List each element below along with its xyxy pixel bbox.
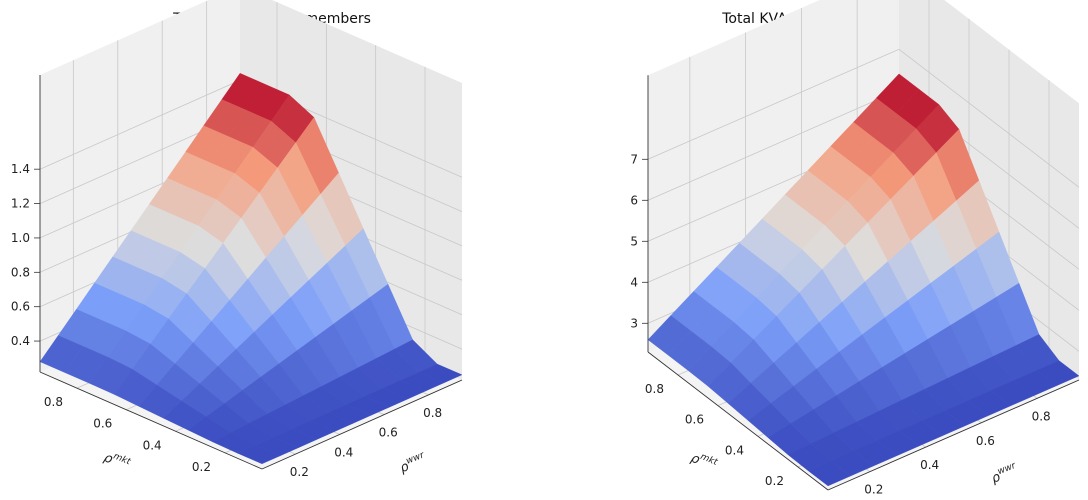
x-axis-label: ρwwr — [397, 450, 429, 476]
z-tick-label: 1.4 — [11, 162, 30, 176]
x-axis-label: ρwwr — [989, 460, 1021, 486]
axes — [39, 75, 463, 470]
y-tick-label: 0.2 — [192, 460, 211, 474]
x-tick-label: 0.2 — [290, 465, 309, 479]
surface-plot-ccva: 0.4 0.6 0.8 1.0 1.2 1.4 0.2 0.4 0.6 0.8 0.8 0.6 0.4 0… — [11, 0, 463, 479]
x-tick-label: 0.2 — [864, 483, 883, 497]
tick-labels: 0.4 0.6 0.8 1.0 1.2 1.4 0.2 0.4 0.6 0.8 0.8 0.6 0.4 0… — [11, 162, 442, 479]
axis-y-line — [39, 371, 263, 470]
grid-z — [647, 48, 1080, 188]
y-tick-label: 0.8 — [645, 382, 664, 396]
surface-face — [236, 444, 281, 465]
surface-face — [807, 460, 852, 487]
y-tick-label: 0.4 — [725, 443, 744, 457]
x-tick-label: 0.6 — [976, 434, 995, 448]
z-tick-label: 5 — [630, 234, 638, 248]
pane-right — [899, 0, 1079, 380]
z-tick-label: 3 — [630, 316, 638, 330]
z-tick-label: 4 — [630, 275, 638, 289]
z-tick-label: 1.0 — [11, 231, 30, 245]
z-tick-label: 0.4 — [11, 334, 30, 348]
x-tick-label: 0.6 — [379, 426, 398, 440]
y-tick-label: 0.6 — [685, 413, 704, 427]
y-axis-label: ρmkt — [689, 449, 720, 475]
y-axis-label: ρmkt — [102, 448, 133, 474]
x-tick-label: 0.8 — [1032, 409, 1051, 423]
x-tick-label: 0.8 — [423, 406, 442, 420]
axis-y-line — [647, 351, 829, 491]
x-tick-label: 0.4 — [334, 445, 353, 459]
y-tick-label: 0.2 — [765, 474, 784, 488]
z-tick-label: 6 — [630, 193, 638, 207]
z-tick-label: 0.8 — [11, 265, 30, 279]
surface-plot-kva: 3 4 5 6 7 0.2 0.4 0.6 0.8 0.8 0.6 0.4 0.2 ρwwr ρmkt — [630, 0, 1080, 497]
surface — [647, 73, 1080, 487]
z-tick-label: 0.6 — [11, 300, 30, 314]
tick-labels: 3 4 5 6 7 0.2 0.4 0.6 0.8 0.8 0.6 0.4 0.2 — [630, 152, 1050, 496]
y-tick-label: 0.6 — [93, 417, 112, 431]
x-tick-label: 0.4 — [920, 458, 939, 472]
panel-ccva: Total CCVA overall members 0.40.60.81.01… — [11, 0, 463, 479]
z-tick-label: 7 — [630, 152, 638, 166]
axis-x-line — [827, 379, 1080, 491]
axis-x-line — [261, 379, 463, 470]
z-tick-label: 1.2 — [11, 197, 30, 211]
axes — [647, 75, 1080, 491]
y-tick-label: 0.4 — [143, 438, 162, 452]
panel-kva: Total KVA overall members 345670.20.40.6… — [544, 0, 1088, 500]
y-tick-label: 0.8 — [44, 395, 63, 409]
surface — [39, 73, 463, 465]
